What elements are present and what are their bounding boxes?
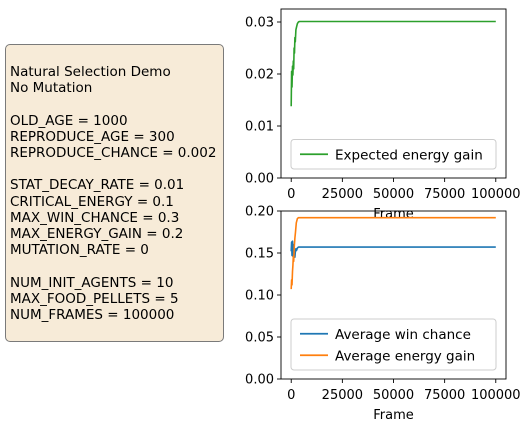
y-tick-label: 0.01 <box>245 120 274 135</box>
legend-box <box>290 139 497 170</box>
y-tick-label: 0.15 <box>245 247 274 262</box>
info-line: CRITICAL_ENERGY = 0.1 <box>10 193 174 210</box>
x-tick-label: 100000 <box>471 388 521 403</box>
x-tick-label: 75000 <box>424 388 465 403</box>
y-tick-label: 0.03 <box>245 16 274 31</box>
info-text: Natural Selection Demo No Mutation OLD_AG… <box>10 64 216 323</box>
info-line: STAT_DECAY_RATE = 0.01 <box>10 177 185 194</box>
y-tick-label: 0.05 <box>245 331 274 346</box>
info-panel: Natural Selection Demo No Mutation OLD_AG… <box>5 44 224 342</box>
info-line: MAX_ENERGY_GAIN = 0.2 <box>10 226 184 243</box>
info-line: NUM_INIT_AGENTS = 10 <box>10 274 174 291</box>
x-tick-label: 25000 <box>322 187 363 202</box>
series-line <box>290 240 496 259</box>
x-tick-label: 0 <box>287 187 295 202</box>
x-tick-label: 50000 <box>373 388 414 403</box>
info-line: MAX_WIN_CHANCE = 0.3 <box>10 209 180 226</box>
legend: Average win chance Average energy gain <box>290 318 497 371</box>
y-tick-label: 0.00 <box>245 172 274 187</box>
y-tick-label: 0.02 <box>245 68 274 83</box>
chart-2: 0.00 0.05 0.10 0.15 0.20 0 25000 50000 75000 1000… <box>245 205 521 424</box>
info-line: REPRODUCE_AGE = 300 <box>10 128 175 145</box>
y-tick-label: 0.00 <box>245 373 274 388</box>
x-axis-label: Frame <box>373 408 414 423</box>
x-tick-label: 50000 <box>373 187 414 202</box>
x-tick-label: 25000 <box>322 388 363 403</box>
x-axis-label: Frame <box>373 207 414 222</box>
info-line: NUM_FRAMES = 100000 <box>10 307 175 324</box>
series-line <box>290 216 496 290</box>
series-line <box>290 20 496 107</box>
info-line: REPRODUCE_CHANCE = 0.002 <box>10 145 217 162</box>
y-tick-label: 0.20 <box>245 205 274 220</box>
legend-box <box>290 318 497 371</box>
x-tick-label: 75000 <box>424 187 465 202</box>
x-tick-label: 100000 <box>471 187 521 202</box>
info-line: Natural Selection Demo <box>10 64 171 80</box>
legend-label: Average energy gain <box>335 348 475 364</box>
legend: Expected energy gain <box>290 139 497 170</box>
y-tick-label: 0.10 <box>245 289 274 304</box>
legend-label: Expected energy gain <box>335 147 483 163</box>
info-line: No Mutation <box>10 80 93 97</box>
legend-label: Average win chance <box>335 327 471 343</box>
info-line: OLD_AGE = 1000 <box>10 112 128 129</box>
x-tick-label: 0 <box>287 388 295 403</box>
info-line: MAX_FOOD_PELLETS = 5 <box>10 290 179 307</box>
chart-1: 0.00 0.01 0.02 0.03 0 25000 50000 75000 100000 Fr… <box>245 8 521 222</box>
info-line: MUTATION_RATE = 0 <box>10 242 149 259</box>
